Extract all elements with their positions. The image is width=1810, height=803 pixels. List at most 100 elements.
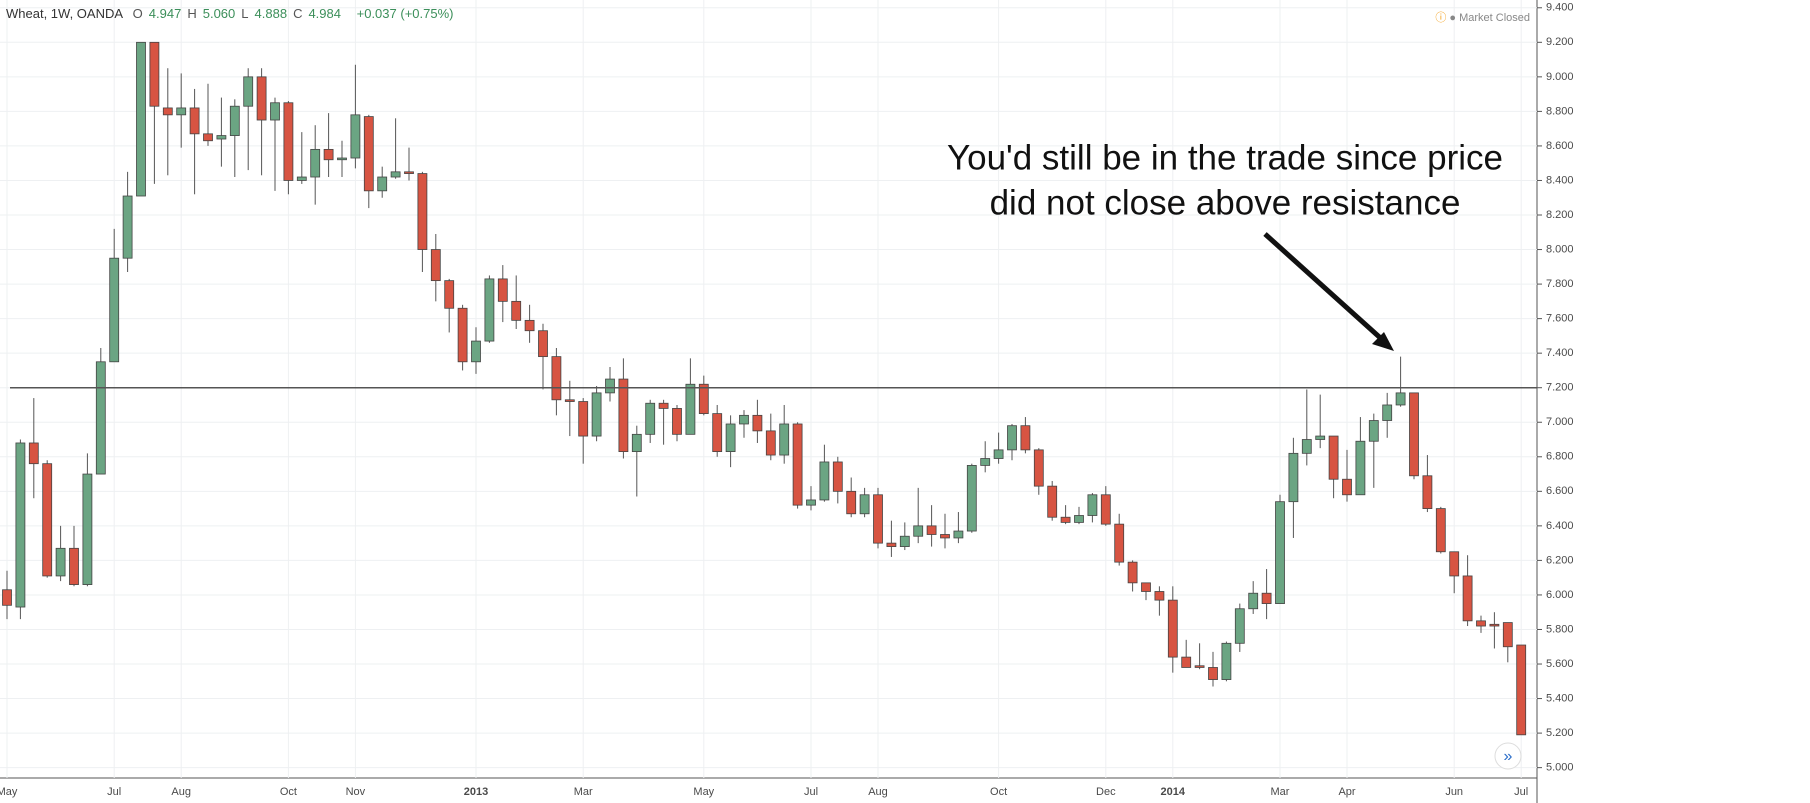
- x-tick-label: 2014: [1161, 786, 1186, 798]
- annotation: You'd still be in the trade since price: [947, 138, 1503, 177]
- y-tick-label: 5.800: [1546, 623, 1574, 635]
- x-tick-label: Mar: [574, 786, 593, 798]
- candle-body: [1047, 485, 1058, 518]
- y-tick-label: 7.000: [1546, 416, 1574, 428]
- candle-body: [792, 423, 803, 506]
- candle-body: [1208, 667, 1218, 680]
- candle-body: [1409, 392, 1419, 477]
- x-tick-label: May: [0, 786, 18, 798]
- candle-body: [873, 494, 883, 544]
- y-tick-label: 5.000: [1546, 762, 1574, 774]
- quote-item: 4.984: [308, 6, 341, 21]
- candle-body: [685, 383, 696, 435]
- candle-body: [913, 525, 924, 537]
- y-tick-label: 5.200: [1546, 727, 1574, 739]
- candle-body: [283, 102, 294, 181]
- candle-body: [243, 76, 254, 107]
- candle-body: [82, 473, 93, 585]
- candle-body: [109, 257, 120, 363]
- quote-item: 4.947: [148, 6, 182, 21]
- candle-body: [886, 542, 897, 547]
- y-tick-label: 7.400: [1546, 347, 1574, 359]
- candle-body: [350, 114, 361, 159]
- candle-body: [1194, 665, 1205, 668]
- x-tick-label: Jul: [804, 786, 818, 798]
- candle-body: [832, 461, 843, 492]
- candle-body: [1368, 420, 1379, 442]
- status-text: Market Closed: [1459, 12, 1530, 24]
- candle-body: [15, 442, 26, 608]
- candle-body: [1462, 575, 1473, 622]
- candle-body: [1516, 644, 1527, 736]
- candle-body: [511, 300, 522, 321]
- candle-body: [524, 319, 535, 332]
- change: +0.037 (+0.75%): [356, 6, 454, 21]
- candle-body: [1315, 435, 1326, 440]
- x-tick-label: Aug: [171, 786, 191, 798]
- candle-body: [806, 499, 816, 506]
- candle-body: [765, 430, 776, 456]
- candle-body: [1114, 523, 1125, 563]
- quote-item: L: [241, 6, 249, 21]
- y-tick-label: 8.800: [1546, 105, 1574, 117]
- candle-body: [631, 433, 642, 453]
- candle-body: [1141, 582, 1151, 592]
- candle-body: [256, 76, 267, 121]
- candle-body: [1248, 592, 1259, 610]
- candle-body: [270, 102, 280, 121]
- candle-body: [484, 278, 495, 342]
- candle-body: [1127, 561, 1138, 584]
- candle-body: [390, 171, 401, 178]
- annotation: did not close above resistance: [990, 183, 1461, 222]
- candle-body: [1060, 516, 1071, 523]
- candle-body: [1261, 592, 1272, 604]
- quote-item: C: [293, 6, 303, 21]
- x-tick-label: Jul: [107, 786, 121, 798]
- candle-body: [940, 534, 950, 539]
- x-tick-label: Oct: [280, 786, 297, 798]
- candle-body: [618, 378, 629, 453]
- scroll-icon: »: [1504, 748, 1513, 765]
- candle-body: [1100, 494, 1111, 525]
- candle-body: [658, 402, 669, 409]
- candle-body: [1154, 591, 1165, 601]
- candle-body: [1435, 508, 1446, 553]
- candle-body: [337, 157, 347, 161]
- candle-body: [149, 41, 160, 107]
- candle-body: [1087, 494, 1098, 516]
- candle-body: [1395, 392, 1406, 406]
- quote-item: O: [132, 6, 143, 21]
- candle-body: [203, 133, 213, 142]
- candle-body: [1476, 620, 1486, 627]
- candle-body: [417, 173, 428, 250]
- candle-body: [1288, 452, 1299, 503]
- candle-body: [1382, 404, 1393, 421]
- candle-body: [591, 392, 602, 437]
- quote-item: 4.888: [254, 6, 288, 21]
- candle-body: [1007, 425, 1017, 451]
- candle-body: [698, 383, 709, 415]
- x-tick-label: Aug: [868, 786, 888, 798]
- candle-body: [497, 278, 508, 302]
- candle-body: [578, 401, 589, 437]
- candle-body: [377, 176, 388, 192]
- candle-body: [363, 116, 374, 192]
- candle-body: [1449, 551, 1460, 577]
- x-tick-label: Oct: [990, 786, 1007, 798]
- candle-body: [42, 463, 53, 577]
- x-tick-label: Apr: [1338, 786, 1355, 798]
- y-tick-label: 8.600: [1546, 140, 1574, 152]
- y-tick-label: 6.000: [1546, 589, 1574, 601]
- y-tick-label: 8.200: [1546, 209, 1574, 221]
- candle-body: [551, 356, 562, 401]
- candle-body: [779, 423, 790, 456]
- candle-body: [1234, 608, 1245, 644]
- candle-body: [1489, 623, 1500, 627]
- candle-body: [645, 402, 656, 435]
- y-tick-label: 9.400: [1546, 2, 1574, 14]
- candle-body: [739, 414, 749, 425]
- candle-body: [953, 530, 964, 539]
- scroll-button[interactable]: [1494, 742, 1522, 770]
